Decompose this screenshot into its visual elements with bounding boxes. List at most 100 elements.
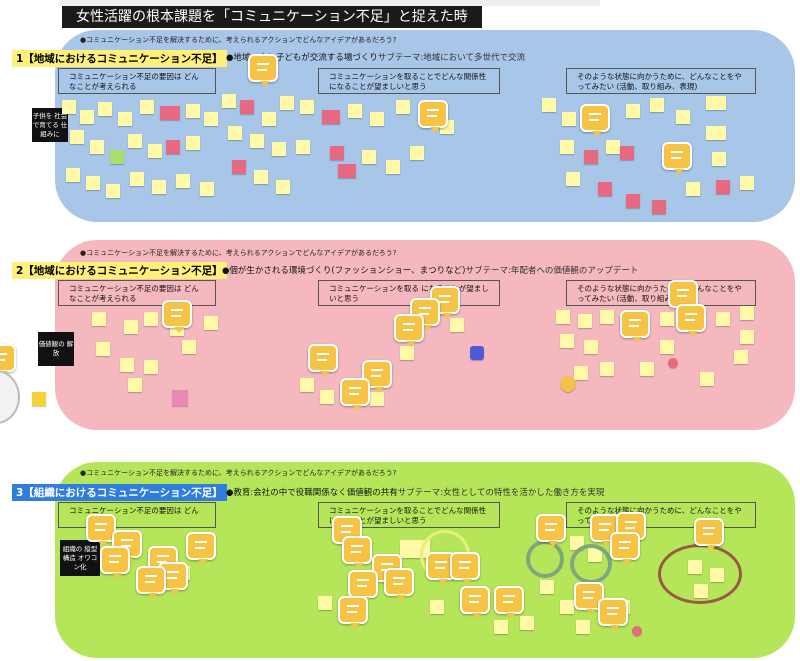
sticky-note[interactable] — [176, 174, 190, 188]
comment-bubble-icon[interactable] — [418, 100, 448, 133]
comment-bubble-icon[interactable] — [384, 568, 414, 601]
sticky-note[interactable] — [250, 134, 264, 148]
sticky-note[interactable] — [386, 160, 400, 174]
sticky-note[interactable] — [144, 312, 158, 326]
sticky-note[interactable] — [200, 182, 214, 196]
sticky-note[interactable] — [362, 150, 376, 164]
sticky-note[interactable] — [620, 146, 634, 160]
sticky-note[interactable] — [450, 318, 464, 332]
sticky-note[interactable] — [740, 306, 754, 320]
sticky-note[interactable] — [600, 362, 614, 376]
sticky-note[interactable] — [296, 140, 310, 154]
sticky-note[interactable] — [652, 200, 666, 214]
sticky-note[interactable] — [494, 620, 508, 634]
sticky-note[interactable] — [584, 150, 598, 164]
sticky-note[interactable] — [370, 392, 384, 406]
heart-sticker[interactable] — [632, 626, 642, 636]
comment-bubble-icon[interactable] — [86, 514, 116, 547]
comment-bubble-icon[interactable] — [450, 552, 480, 585]
sticky-note[interactable] — [148, 144, 162, 158]
sticky-note[interactable] — [90, 140, 104, 154]
comment-bubble-icon[interactable] — [348, 570, 378, 603]
comment-bubble-icon[interactable] — [610, 532, 640, 565]
comment-bubble-icon[interactable] — [694, 518, 724, 551]
sticky-note[interactable] — [396, 100, 410, 114]
sticky-note[interactable] — [574, 366, 588, 380]
sticky-note[interactable] — [330, 146, 344, 160]
sticky-note[interactable] — [320, 390, 334, 404]
sticky-note[interactable] — [120, 358, 134, 372]
comment-bubble-icon[interactable] — [342, 536, 372, 569]
sticky-note[interactable] — [686, 182, 700, 196]
comment-bubble-icon[interactable] — [308, 344, 338, 377]
sticky-note[interactable] — [70, 130, 84, 144]
sticky-note[interactable] — [542, 98, 556, 112]
sticky-note[interactable] — [254, 170, 268, 184]
sticky-note[interactable] — [566, 172, 580, 186]
sticky-note[interactable] — [92, 312, 106, 326]
sticky-note[interactable] — [140, 100, 154, 114]
comment-bubble-icon[interactable] — [248, 54, 278, 87]
sticky-note[interactable] — [640, 362, 654, 376]
comment-bubble-icon[interactable] — [662, 142, 692, 175]
sticky-note[interactable] — [606, 140, 620, 154]
heart-sticker[interactable] — [668, 358, 678, 368]
sticky-note[interactable] — [598, 182, 612, 196]
sticky-note[interactable] — [740, 330, 754, 344]
sticky-note[interactable] — [562, 112, 576, 126]
sticky-note[interactable] — [96, 342, 110, 356]
comment-bubble-icon[interactable] — [186, 532, 216, 565]
sticky-note[interactable] — [280, 96, 294, 110]
sticky-note[interactable] — [186, 136, 200, 150]
sticky-note[interactable] — [626, 194, 640, 208]
sticky-note[interactable] — [186, 104, 200, 118]
comment-bubble-icon[interactable] — [676, 304, 706, 337]
sticky-note[interactable] — [660, 340, 674, 354]
sticky-note[interactable] — [300, 378, 314, 392]
sticky-note[interactable] — [626, 104, 640, 118]
sticky-note[interactable] — [338, 164, 356, 178]
sticky-note[interactable] — [318, 596, 332, 610]
sticky-note[interactable] — [110, 150, 124, 164]
sticky-note[interactable] — [706, 126, 726, 140]
sticky-note[interactable] — [700, 372, 714, 386]
sticky-note[interactable] — [86, 176, 100, 190]
comment-bubble-icon[interactable] — [410, 298, 440, 331]
sticky-note[interactable] — [348, 104, 362, 118]
sticky-note[interactable] — [98, 102, 112, 116]
sticky-note[interactable] — [262, 112, 276, 126]
comment-bubble-icon[interactable] — [0, 344, 16, 377]
sticky-note[interactable] — [160, 106, 180, 120]
comment-bubble-icon[interactable] — [620, 310, 650, 343]
sticky-note[interactable] — [66, 168, 80, 182]
comment-bubble-icon[interactable] — [340, 378, 370, 411]
sticky-note[interactable] — [128, 378, 142, 392]
comment-bubble-icon[interactable] — [494, 586, 524, 619]
sticky-note[interactable] — [322, 110, 340, 124]
sticky-note[interactable] — [300, 100, 314, 114]
sticky-note[interactable] — [166, 140, 180, 154]
comment-bubble-icon[interactable] — [136, 566, 166, 599]
sticky-note[interactable] — [578, 314, 592, 328]
sticky-note[interactable] — [600, 310, 614, 324]
sticky-note[interactable] — [172, 390, 188, 406]
sticky-note[interactable] — [560, 140, 574, 154]
sticky-note[interactable] — [276, 180, 290, 194]
sticky-note[interactable] — [556, 310, 570, 324]
sticky-note[interactable] — [560, 600, 574, 614]
smiley-sticker[interactable] — [560, 376, 576, 392]
sticky-note[interactable] — [80, 110, 94, 124]
sticky-note[interactable] — [716, 180, 730, 194]
comment-bubble-icon[interactable] — [162, 300, 192, 333]
sticky-note[interactable] — [124, 320, 138, 334]
sticky-note[interactable] — [740, 176, 754, 190]
sticky-note[interactable] — [430, 600, 444, 614]
comment-bubble-icon[interactable] — [394, 314, 424, 347]
sticky-note[interactable] — [182, 340, 196, 354]
sticky-note[interactable] — [152, 180, 166, 194]
sticky-note[interactable] — [370, 112, 384, 126]
sticky-note[interactable] — [106, 184, 120, 198]
sticky-note[interactable] — [584, 340, 598, 354]
comment-bubble-icon[interactable] — [536, 514, 566, 547]
sticky-note[interactable] — [204, 112, 218, 126]
